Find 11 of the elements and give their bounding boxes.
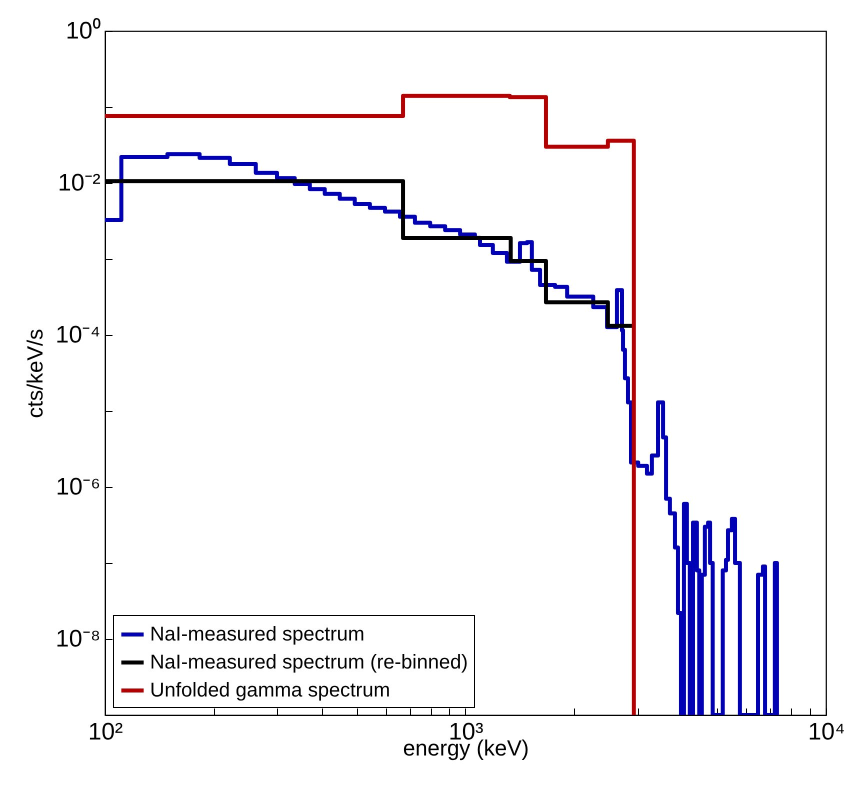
y-tick-label: 10⁻² xyxy=(58,170,101,196)
legend-label: NaI-measured spectrum (re-binned) xyxy=(150,652,468,674)
y-tick-label: 10⁻⁶ xyxy=(56,474,100,500)
y-axis-title: cts/keV/s xyxy=(22,328,48,418)
x-tick-label: 10⁴ xyxy=(808,718,846,746)
y-tick-label: 10⁻⁴ xyxy=(55,322,100,348)
legend-label: NaI-measured spectrum xyxy=(150,624,365,646)
legend-label: Unfolded gamma spectrum xyxy=(150,680,390,702)
y-tick-label: 10⁻⁸ xyxy=(56,626,100,652)
y-tick-label: 10⁰ xyxy=(66,18,100,44)
x-tick-label: 10² xyxy=(88,718,123,746)
